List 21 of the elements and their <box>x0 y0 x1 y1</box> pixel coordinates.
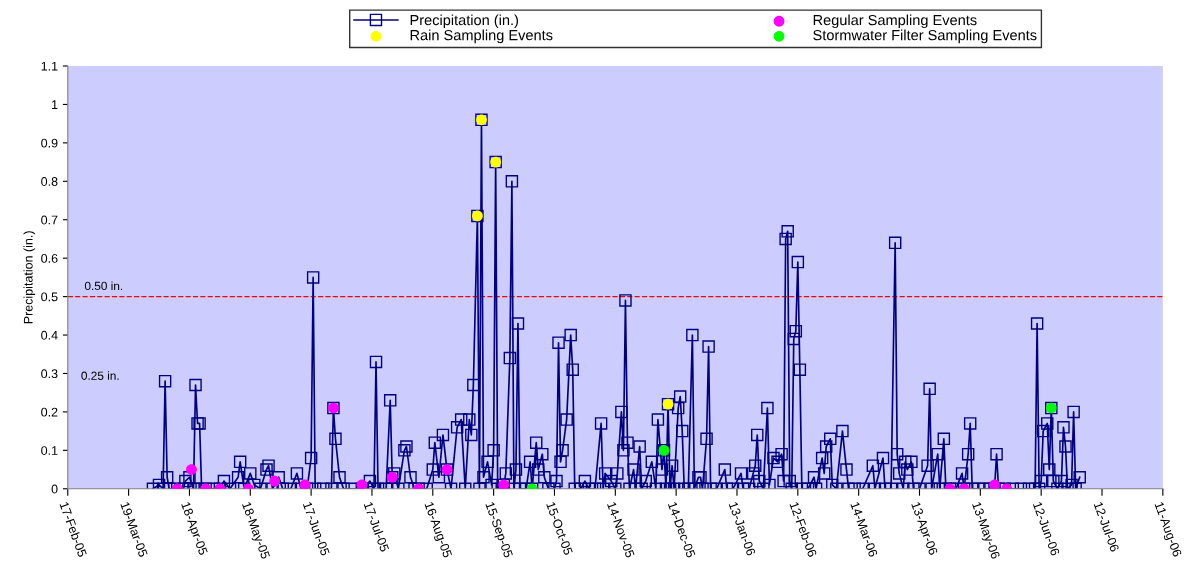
point <box>186 464 197 475</box>
ref-line-label: 0.50 in. <box>84 281 123 291</box>
legend-label: Rain Sampling Events <box>410 29 553 44</box>
y-tick-label: 0.5 <box>41 292 58 302</box>
annotation: 0.25 in. <box>81 371 119 380</box>
legend-label: Stormwater Filter Sampling Events <box>813 29 1037 44</box>
y-tick-label: 0.2 <box>41 407 58 417</box>
y-tick-label: 0.3 <box>41 369 58 379</box>
y-tick-label: 0.9 <box>41 138 58 148</box>
y-axis-title: Precipitation (in.) <box>23 231 36 324</box>
y-tick-label: 0.1 <box>41 446 58 455</box>
y-tick-label: 0.7 <box>41 215 58 225</box>
point <box>269 475 280 487</box>
y-tick-label: 0.8 <box>41 177 58 186</box>
legend-label: Precipitation (in.) <box>410 14 519 29</box>
y-tick-label: 1.1 <box>41 61 58 71</box>
y-tick-label: 1 <box>52 100 58 109</box>
y-tick-label: 0.6 <box>41 253 58 263</box>
y-tick-label: 0.4 <box>41 330 58 340</box>
legend-label: Regular Sampling Events <box>813 14 977 29</box>
y-tick-label: 0 <box>51 484 58 494</box>
